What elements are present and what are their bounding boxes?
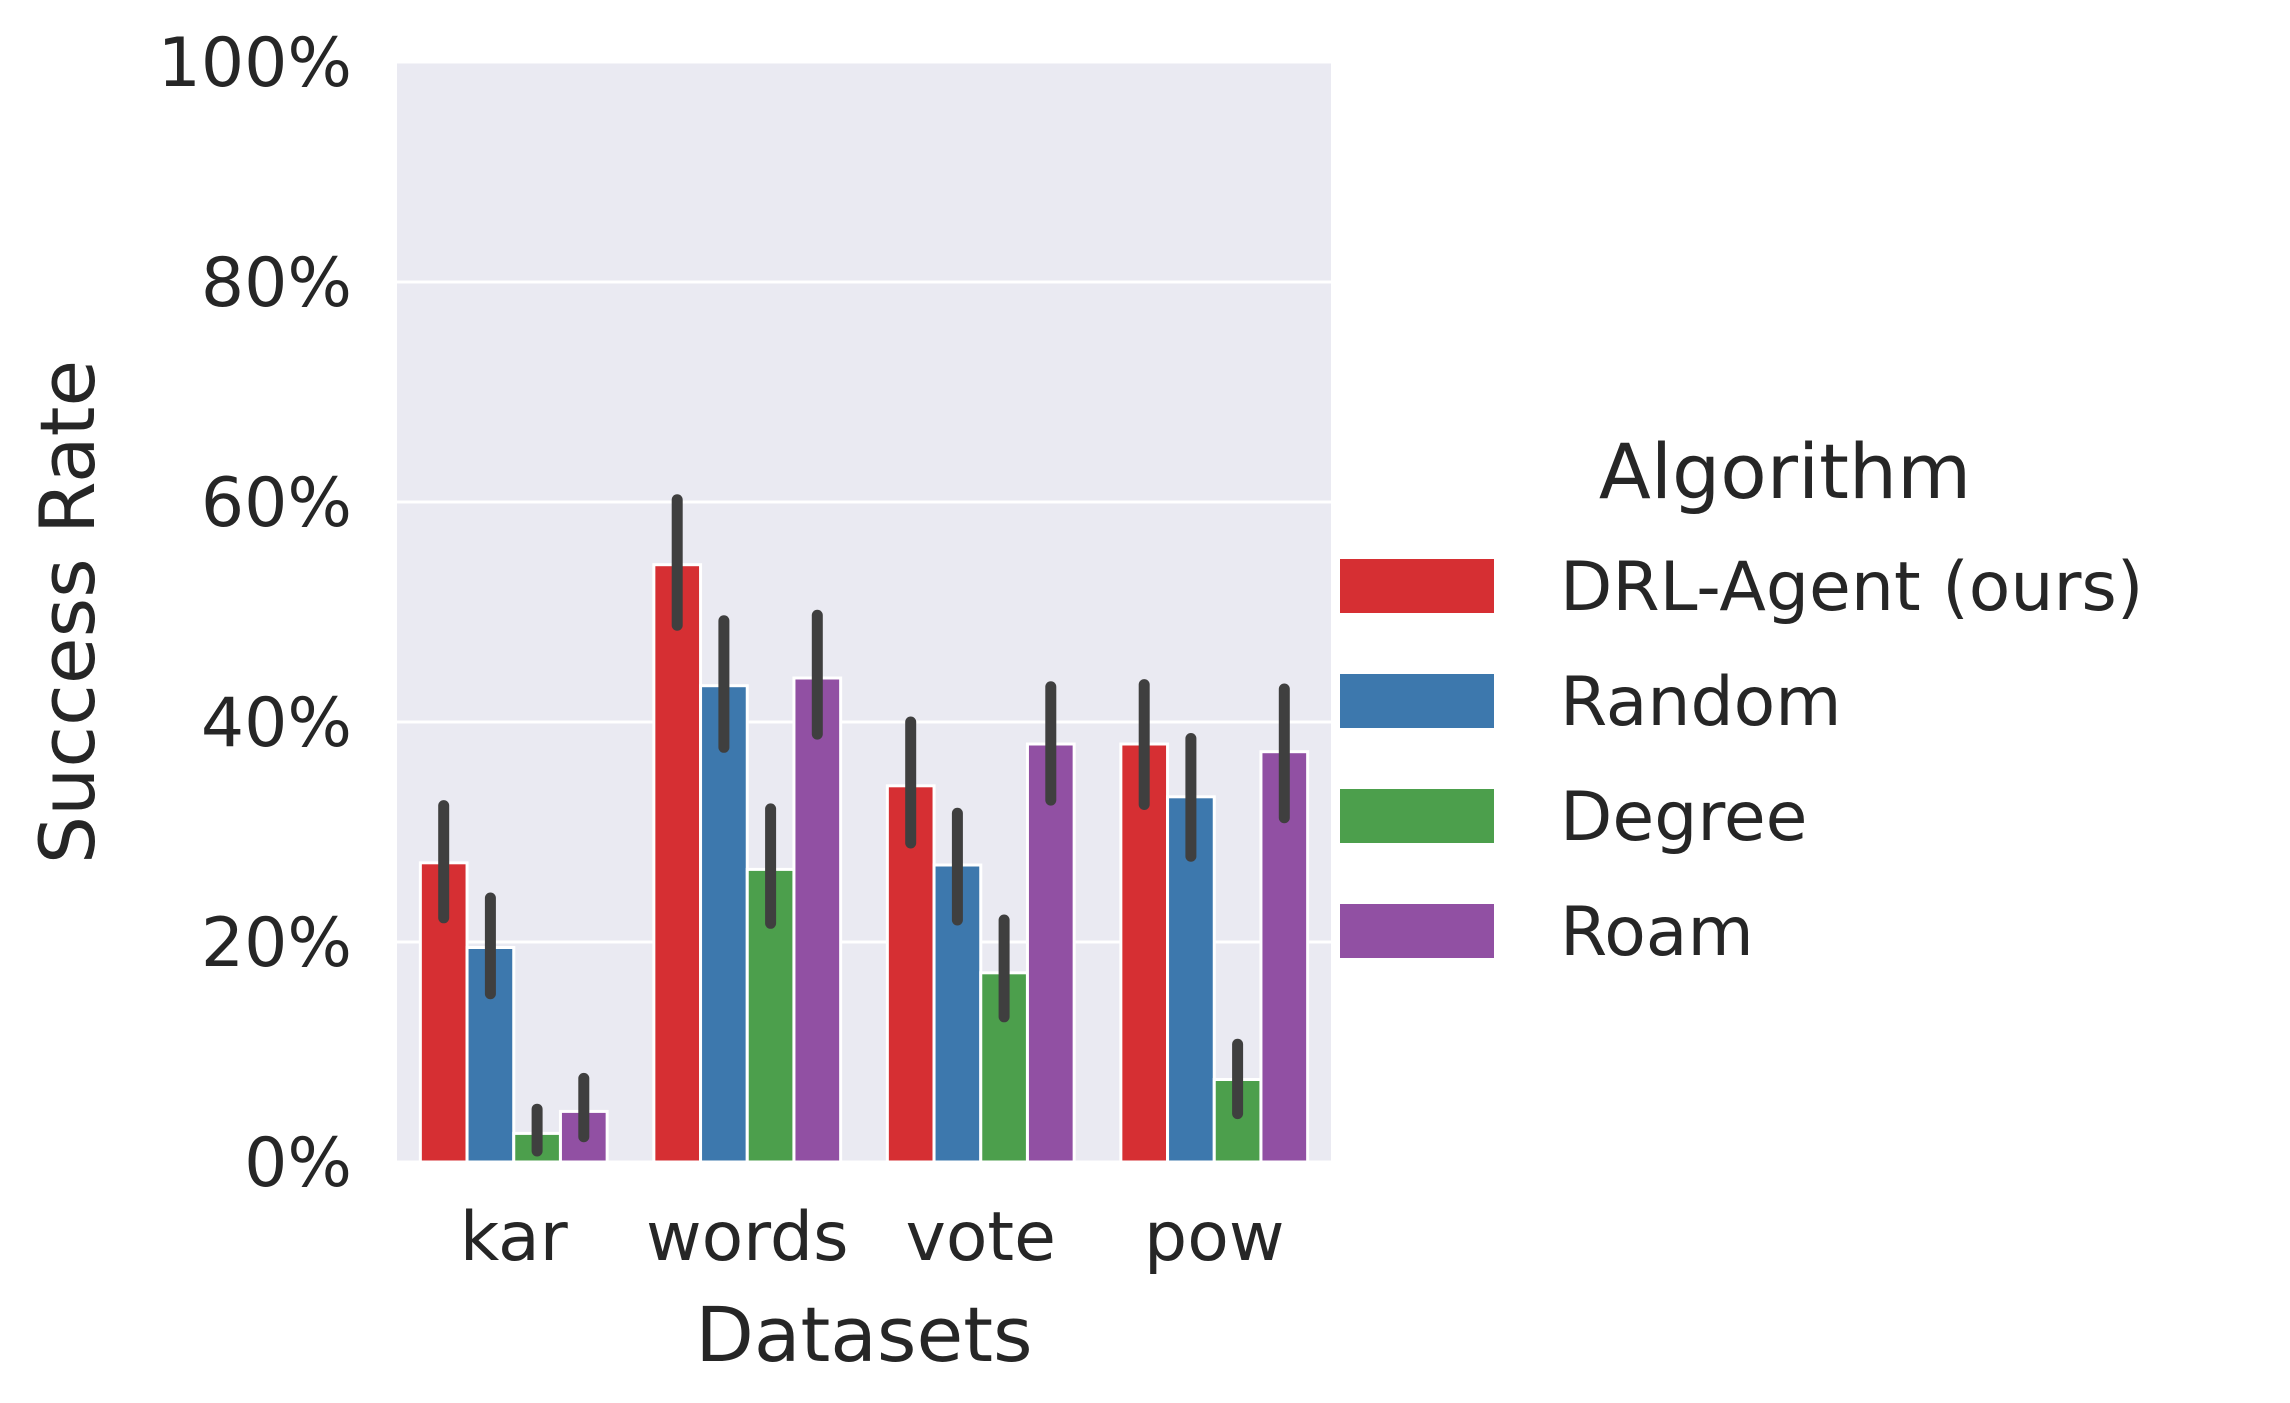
bar-words-roam bbox=[792, 676, 843, 1164]
legend-swatch bbox=[1340, 674, 1494, 728]
legend-label: Degree bbox=[1560, 778, 1808, 857]
x-tick-label: vote bbox=[906, 1198, 1056, 1277]
legend-swatch bbox=[1340, 789, 1494, 843]
y-tick-label: 0% bbox=[244, 1124, 352, 1203]
legend-title: Algorithm bbox=[1599, 427, 1971, 516]
y-tick-label: 80% bbox=[201, 244, 352, 323]
bar-words-drl-agent-ours bbox=[652, 563, 703, 1164]
legend-swatch bbox=[1340, 559, 1494, 613]
legend-swatch bbox=[1340, 904, 1494, 958]
legend-label: Random bbox=[1560, 663, 1842, 742]
bars bbox=[418, 563, 1310, 1164]
bar-vote-drl-agent-ours bbox=[885, 784, 936, 1164]
error-bars bbox=[438, 494, 1290, 1157]
legend-label: Roam bbox=[1560, 893, 1754, 972]
bar-vote-roam bbox=[1025, 742, 1076, 1164]
legend-label: DRL-Agent (ours) bbox=[1560, 548, 2143, 627]
legend: Algorithm DRL-Agent (ours) Random Degree Ro… bbox=[1340, 427, 2143, 972]
x-tick-label: pow bbox=[1144, 1198, 1284, 1277]
y-tick-label: 100% bbox=[158, 24, 352, 103]
y-axis-title: Success Rate bbox=[23, 360, 112, 864]
y-tick-labels: 0% 20% 40% 60% 80% 100% bbox=[158, 24, 352, 1203]
x-axis-title: Datasets bbox=[695, 1290, 1032, 1379]
y-tick-label: 40% bbox=[201, 684, 352, 763]
x-tick-labels: kar words vote pow bbox=[460, 1198, 1285, 1277]
bar-words-random bbox=[699, 684, 749, 1164]
x-tick-label: words bbox=[646, 1198, 849, 1277]
x-tick-label: kar bbox=[460, 1198, 568, 1277]
y-tick-label: 60% bbox=[201, 464, 352, 543]
y-tick-label: 20% bbox=[201, 904, 352, 983]
